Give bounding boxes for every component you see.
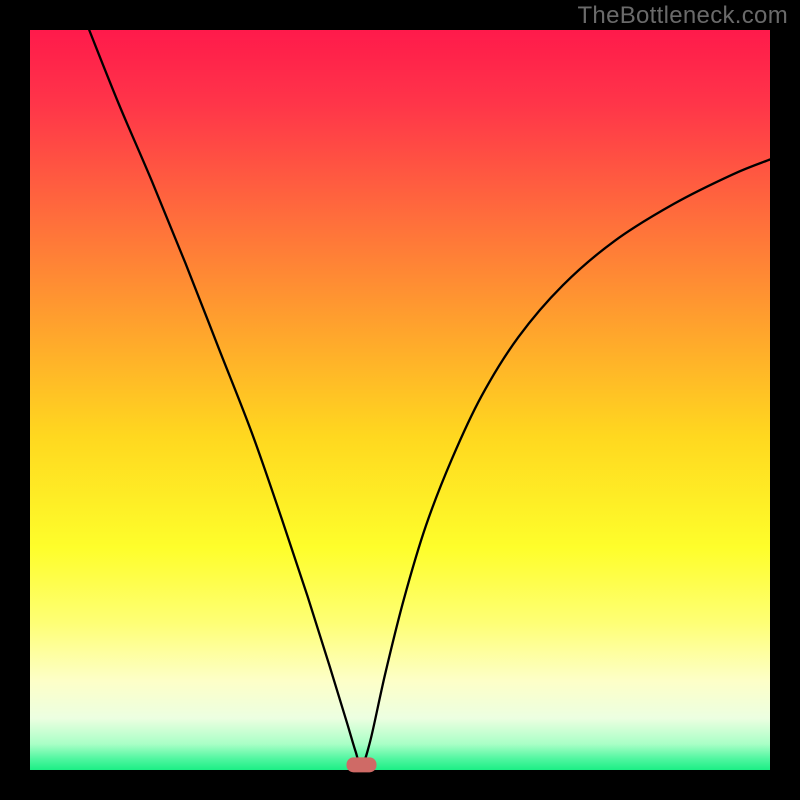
bottleneck-chart xyxy=(0,0,800,800)
figure: TheBottleneck.com xyxy=(0,0,800,800)
minimum-marker xyxy=(347,757,377,772)
plot-background xyxy=(30,30,770,770)
